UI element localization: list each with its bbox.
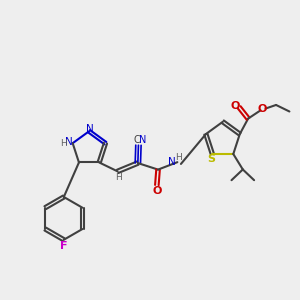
Text: N: N bbox=[139, 135, 146, 145]
Text: H: H bbox=[176, 153, 182, 162]
Text: H: H bbox=[60, 139, 67, 148]
Text: C: C bbox=[134, 135, 141, 145]
Text: S: S bbox=[208, 154, 216, 164]
Text: O: O bbox=[230, 100, 240, 111]
Text: O: O bbox=[258, 104, 267, 114]
Text: F: F bbox=[60, 241, 68, 251]
Text: H: H bbox=[116, 172, 122, 182]
Text: O: O bbox=[152, 186, 162, 196]
Text: N: N bbox=[86, 124, 94, 134]
Text: N: N bbox=[64, 137, 72, 147]
Text: N: N bbox=[168, 157, 176, 167]
